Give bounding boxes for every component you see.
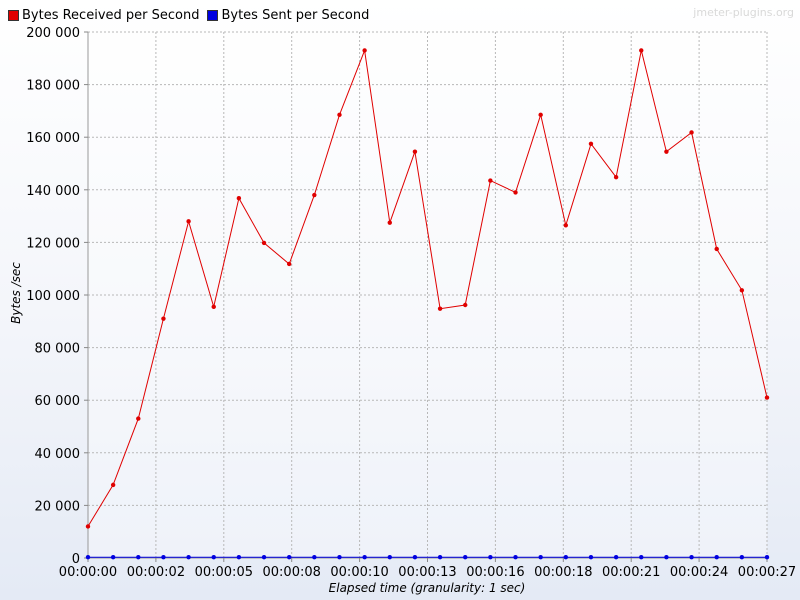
data-point [236, 555, 242, 560]
data-point [588, 141, 594, 146]
data-point [312, 555, 317, 560]
data-point [739, 555, 745, 560]
data-point [563, 223, 569, 228]
data-point [664, 149, 669, 154]
x-tick-label: 00:00:10 [330, 565, 388, 580]
data-point [286, 261, 292, 267]
y-tick-label: 0 [72, 552, 80, 567]
data-point [563, 555, 569, 560]
data-point [714, 555, 719, 560]
legend-label-received: Bytes Received per Second [22, 7, 200, 23]
data-point [437, 306, 443, 311]
y-tick-label: 180 000 [26, 79, 80, 94]
data-point [513, 190, 518, 195]
data-point [186, 555, 191, 560]
data-point [463, 302, 468, 308]
data-point [161, 316, 166, 321]
legend-swatch-received [8, 9, 19, 21]
data-point [362, 555, 367, 560]
data-point [186, 219, 191, 224]
y-tick-label: 200 000 [26, 26, 80, 41]
x-tick-label: 00:00:00 [59, 565, 117, 580]
data-point [387, 220, 392, 225]
x-tick-label: 00:00:24 [670, 565, 728, 580]
data-point [613, 555, 619, 560]
data-point [764, 555, 770, 560]
data-point [110, 555, 116, 560]
y-tick-label: 120 000 [26, 236, 80, 251]
data-point [85, 555, 91, 560]
data-point [588, 555, 594, 560]
data-point [312, 192, 317, 198]
data-point [437, 555, 443, 560]
data-point [538, 112, 543, 118]
x-tick-label: 00:00:27 [738, 565, 796, 580]
data-point [739, 288, 745, 293]
data-point [689, 130, 694, 135]
watermark: jmeter-plugins.org [693, 6, 794, 19]
data-point [613, 174, 619, 180]
x-tick-label: 00:00:02 [127, 565, 185, 580]
legend-label-sent: Bytes Sent per Second [221, 7, 370, 23]
data-point [136, 416, 141, 421]
legend-item-received: Bytes Received per Second [8, 8, 199, 23]
y-tick-label: 160 000 [26, 131, 80, 146]
x-axis-title: Elapsed time (granularity: 1 sec) [329, 581, 526, 595]
data-point [362, 48, 367, 53]
data-point [664, 555, 669, 560]
data-point [488, 555, 493, 560]
legend: Bytes Received per Second Bytes Sent per… [8, 6, 377, 24]
data-point [639, 48, 644, 53]
data-point [337, 112, 342, 118]
grid [88, 31, 768, 558]
x-tick-label: 00:00:21 [602, 565, 660, 580]
y-tick-label: 100 000 [26, 289, 80, 304]
y-tick-label: 40 000 [35, 447, 81, 462]
data-point [110, 482, 116, 488]
legend-swatch-sent [207, 9, 219, 21]
legend-item-sent: Bytes Sent per Second [207, 8, 369, 23]
data-point [261, 555, 267, 560]
data-point [538, 555, 543, 560]
data-point [261, 240, 267, 246]
y-tick-label: 80 000 [35, 342, 81, 357]
series-layer [85, 48, 770, 560]
series-sent [85, 555, 770, 560]
y-axis-ticks: 0 20 000 40 000 60 000 80 000 100 000 120 000 1… [26, 26, 88, 567]
data-point [211, 555, 216, 560]
y-tick-label: 20 000 [35, 499, 81, 514]
data-point [211, 304, 216, 310]
x-tick-label: 00:00:18 [534, 565, 592, 580]
data-point [85, 524, 91, 529]
data-point [286, 555, 292, 560]
data-point [639, 555, 644, 560]
data-point [463, 555, 468, 560]
y-tick-label: 140 000 [26, 184, 80, 199]
x-axis-ticks: 00:00:00 00:00:02 00:00:05 00:00:08 00:00:10… [59, 558, 796, 580]
y-axis-title: Bytes /sec [9, 262, 23, 324]
series-received [85, 48, 770, 529]
data-point [337, 555, 342, 560]
x-tick-label: 00:00:08 [263, 565, 321, 580]
data-point [488, 178, 493, 183]
data-point [161, 555, 166, 560]
data-point [136, 555, 141, 560]
data-point [412, 149, 418, 154]
data-point [689, 555, 694, 560]
data-point [764, 395, 770, 400]
x-tick-label: 00:00:05 [195, 565, 253, 580]
data-point [513, 555, 518, 560]
data-point [714, 246, 719, 252]
data-point [412, 555, 418, 560]
x-tick-label: 00:00:16 [466, 565, 524, 580]
series-line [87, 48, 768, 527]
data-point [236, 196, 242, 201]
x-tick-label: 00:00:13 [398, 565, 456, 580]
data-point [387, 555, 392, 560]
y-tick-label: 60 000 [35, 394, 81, 409]
